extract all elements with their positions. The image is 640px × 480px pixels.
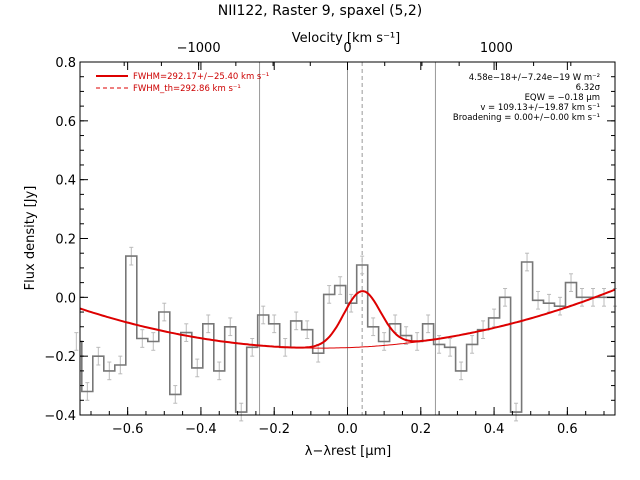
annotation-line: Broadening = 0.00+/−0.00 km s⁻¹ bbox=[453, 113, 600, 123]
reference-lines bbox=[259, 62, 436, 415]
top-axis-label: Velocity [km s⁻¹] bbox=[292, 31, 400, 46]
legend: FWHM=292.17+/−25.40 km s⁻¹ FWHM_th=292.86… bbox=[96, 72, 269, 94]
x-tick-label: 0.2 bbox=[410, 422, 431, 437]
x-tick-label: 0.6 bbox=[557, 422, 578, 437]
x-axis-label: λ−λrest [μm] bbox=[305, 444, 391, 459]
annotation-line: 6.32σ bbox=[576, 83, 601, 93]
annotation-line: 4.58e−18+/−7.24e−19 W m⁻² bbox=[469, 73, 600, 83]
x-tick-label: 0.0 bbox=[337, 422, 358, 437]
spectrum-step-line bbox=[80, 255, 615, 413]
legend-label: FWHM_th=292.86 km s⁻¹ bbox=[133, 84, 241, 94]
y-tick-label: 0.6 bbox=[55, 115, 76, 130]
legend-label: FWHM=292.17+/−25.40 km s⁻¹ bbox=[133, 72, 269, 82]
x-tick-label: −0.2 bbox=[258, 422, 290, 437]
y-tick-label: 0.0 bbox=[55, 291, 76, 306]
axes: −0.6 −0.4 −0.2 0.0 0.2 0.4 0.6 −1000 0 1000 −0.4 −0… bbox=[44, 41, 616, 437]
annotation-line: v = 109.13+/−19.87 km s⁻¹ bbox=[480, 103, 600, 113]
top-tick-label: 0 bbox=[343, 41, 351, 56]
spectrum-series bbox=[74, 246, 617, 422]
y-tick-label: −0.2 bbox=[44, 350, 76, 365]
y-tick-label: 0.4 bbox=[55, 174, 76, 189]
y-tick-label: −0.4 bbox=[44, 409, 76, 424]
top-tick-label: 1000 bbox=[480, 41, 513, 56]
chart-title: NII122, Raster 9, spaxel (5,2) bbox=[218, 3, 423, 19]
y-axis-label: Flux density [Jy] bbox=[23, 186, 38, 291]
x-tick-label: −0.4 bbox=[185, 422, 217, 437]
top-tick-label: −1000 bbox=[177, 41, 221, 56]
annotation-line: EQW = −0.18 μm bbox=[525, 93, 600, 103]
y-tick-label: 0.8 bbox=[55, 56, 76, 71]
x-tick-label: −0.6 bbox=[112, 422, 144, 437]
y-tick-label: 0.2 bbox=[55, 233, 76, 248]
gaussian-fit-line bbox=[79, 288, 616, 349]
x-tick-label: 0.4 bbox=[484, 422, 505, 437]
fit-series bbox=[79, 288, 616, 349]
